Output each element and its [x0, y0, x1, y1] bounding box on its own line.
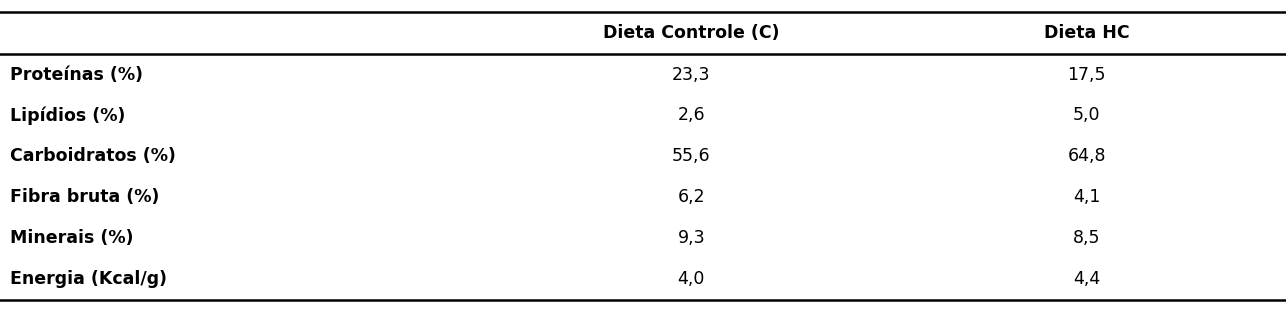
Text: 17,5: 17,5: [1067, 66, 1106, 83]
Text: 4,0: 4,0: [678, 270, 705, 288]
Text: Fibra bruta (%): Fibra bruta (%): [10, 188, 159, 206]
Text: Energia (Kcal/g): Energia (Kcal/g): [10, 270, 167, 288]
Text: 2,6: 2,6: [678, 107, 705, 125]
Text: 55,6: 55,6: [671, 147, 711, 165]
Text: Carboidratos (%): Carboidratos (%): [10, 147, 176, 165]
Text: 6,2: 6,2: [678, 188, 705, 206]
Text: 23,3: 23,3: [673, 66, 710, 83]
Text: 5,0: 5,0: [1073, 107, 1101, 125]
Text: Dieta HC: Dieta HC: [1044, 24, 1129, 42]
Text: 8,5: 8,5: [1073, 229, 1101, 247]
Text: Minerais (%): Minerais (%): [10, 229, 134, 247]
Text: Lipídios (%): Lipídios (%): [10, 106, 126, 125]
Text: 4,1: 4,1: [1073, 188, 1101, 206]
Text: 9,3: 9,3: [678, 229, 705, 247]
Text: 64,8: 64,8: [1067, 147, 1106, 165]
Text: Dieta Controle (C): Dieta Controle (C): [603, 24, 779, 42]
Text: 4,4: 4,4: [1073, 270, 1101, 288]
Text: Proteínas (%): Proteínas (%): [10, 66, 143, 83]
